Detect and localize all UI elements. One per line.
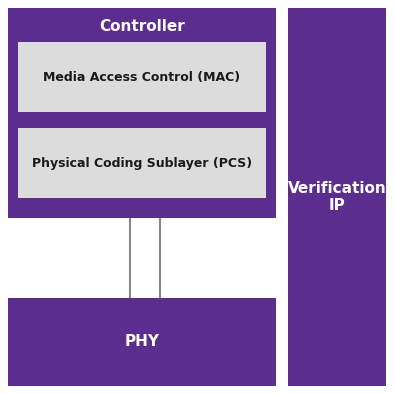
Text: Verification
IP: Verification IP — [288, 181, 387, 213]
Bar — [18, 42, 266, 112]
Bar — [8, 218, 276, 298]
Text: PHY: PHY — [125, 335, 160, 349]
Bar — [18, 128, 266, 198]
Bar — [8, 8, 276, 218]
Text: Media Access Control (MAC): Media Access Control (MAC) — [43, 71, 241, 84]
Bar — [288, 8, 386, 386]
Text: Controller: Controller — [99, 19, 185, 33]
Bar — [8, 298, 276, 386]
Text: Physical Coding Sublayer (PCS): Physical Coding Sublayer (PCS) — [32, 156, 252, 169]
